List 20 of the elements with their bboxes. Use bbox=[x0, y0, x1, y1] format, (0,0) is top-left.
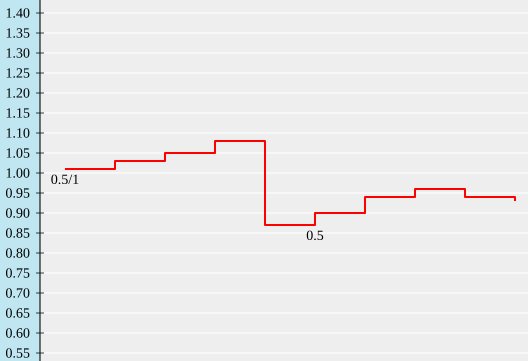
y-tick-label: 0.80 bbox=[6, 248, 30, 258]
y-tick-label: 0.90 bbox=[6, 208, 30, 218]
y-tick-label: 1.05 bbox=[6, 148, 30, 158]
annotation: 0.5 bbox=[306, 230, 324, 240]
y-tick-label: 1.25 bbox=[6, 68, 30, 78]
y-tick-label: 1.40 bbox=[6, 8, 30, 18]
y-tick-label: 0.55 bbox=[6, 348, 30, 358]
y-tick-label: 1.30 bbox=[6, 48, 30, 58]
y-tick-label: 1.10 bbox=[6, 128, 30, 138]
y-tick-label: 0.75 bbox=[6, 268, 30, 278]
y-tick-label: 1.00 bbox=[6, 168, 30, 178]
y-tick-label: 1.20 bbox=[6, 88, 30, 98]
y-tick-label: 0.85 bbox=[6, 228, 30, 238]
y-tick-label: 0.95 bbox=[6, 188, 30, 198]
y-tick-label: 0.70 bbox=[6, 288, 30, 298]
y-tick-label: 0.65 bbox=[6, 308, 30, 318]
y-tick-label: 1.15 bbox=[6, 108, 30, 118]
y-tick-label: 1.35 bbox=[6, 28, 30, 38]
y-tick-label: 0.60 bbox=[6, 328, 30, 338]
annotation: 0.5/1 bbox=[51, 174, 78, 184]
